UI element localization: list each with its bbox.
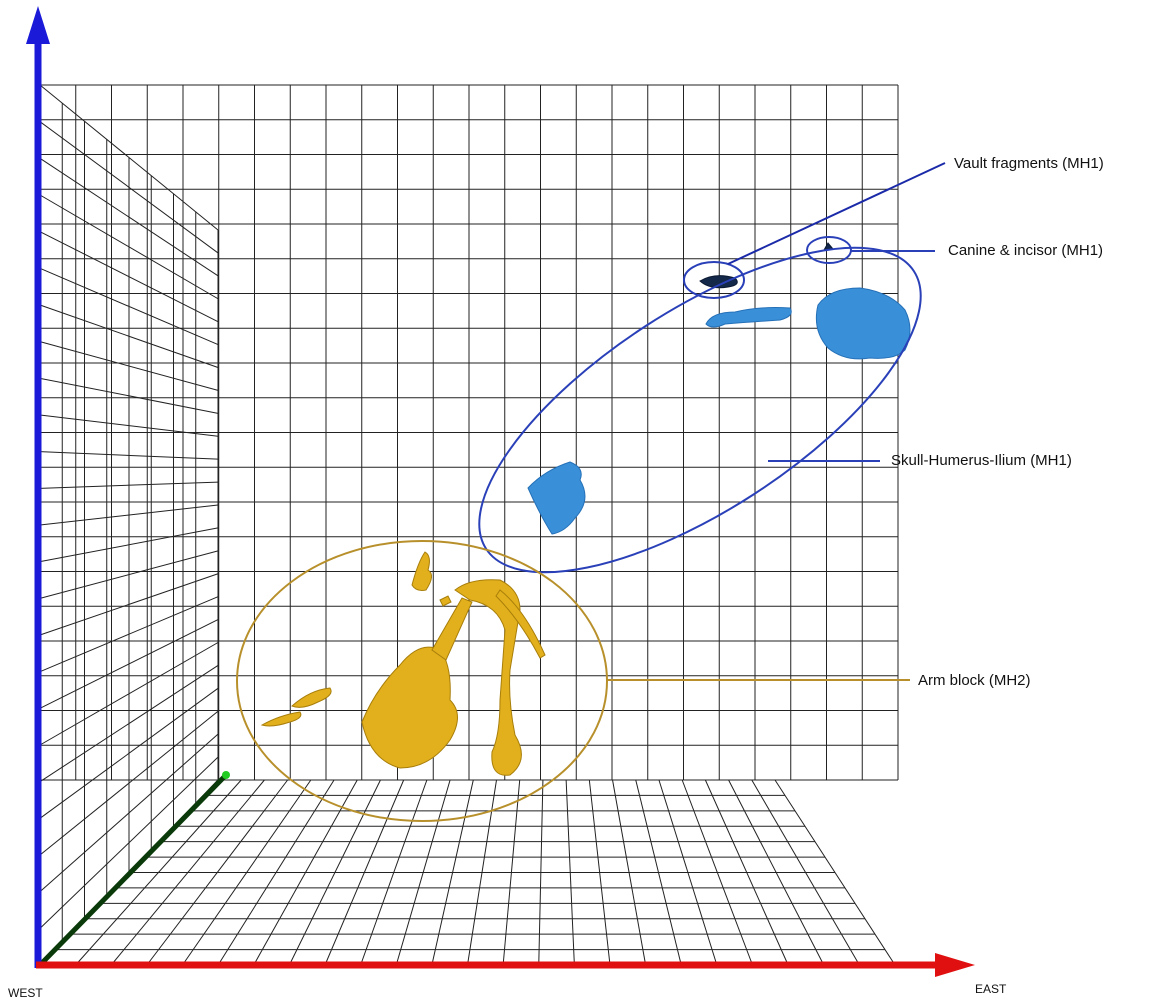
grid-line bbox=[612, 779, 647, 966]
grid-line bbox=[658, 779, 718, 966]
grid-line bbox=[39, 733, 219, 893]
grid-line bbox=[110, 779, 265, 966]
grid-line bbox=[39, 596, 219, 673]
grid-line bbox=[39, 231, 219, 323]
grid-line bbox=[39, 341, 219, 391]
grid-line bbox=[39, 573, 219, 636]
grid-line bbox=[39, 84, 219, 231]
grid-line bbox=[774, 779, 896, 966]
grid-line bbox=[75, 779, 242, 966]
grid-line bbox=[39, 377, 219, 414]
grid-line bbox=[39, 121, 219, 254]
grid-line bbox=[39, 414, 219, 437]
annotation-label: Arm block (MH2) bbox=[918, 672, 1031, 689]
grid-line bbox=[39, 687, 219, 819]
vertical-arrow bbox=[26, 6, 50, 44]
grid-line bbox=[635, 779, 682, 966]
grid-line bbox=[253, 779, 358, 966]
grid-line bbox=[39, 642, 219, 746]
grid-line bbox=[39, 481, 219, 489]
grid-line bbox=[502, 779, 521, 966]
grid-line bbox=[39, 451, 219, 460]
grid-line bbox=[39, 710, 219, 856]
callout-ellipse bbox=[478, 246, 922, 574]
grid-line bbox=[565, 779, 575, 966]
grid-line bbox=[39, 194, 219, 300]
grid-line bbox=[39, 304, 219, 368]
mh2-bones bbox=[260, 551, 546, 776]
east-arrow bbox=[935, 953, 975, 977]
grid-line bbox=[288, 779, 381, 966]
grid-line bbox=[39, 504, 219, 526]
grid-line bbox=[217, 779, 335, 966]
grid-line bbox=[728, 779, 825, 966]
grid-line bbox=[39, 267, 219, 346]
grid-line bbox=[39, 664, 219, 783]
grid-line bbox=[431, 779, 474, 966]
grid-line bbox=[681, 779, 753, 966]
grid-line bbox=[182, 779, 312, 966]
grid-line bbox=[39, 157, 219, 277]
grid-line bbox=[39, 619, 219, 709]
grid-line bbox=[395, 779, 451, 966]
grid-line bbox=[588, 779, 611, 966]
grid-line bbox=[538, 779, 544, 966]
axis-label: WEST bbox=[8, 986, 43, 1000]
mh1-bones bbox=[527, 242, 911, 535]
grid-line bbox=[39, 756, 219, 929]
grid-line bbox=[39, 550, 219, 599]
leader-line bbox=[727, 162, 946, 265]
callouts bbox=[236, 162, 946, 822]
north-axis bbox=[38, 773, 228, 967]
grid-line bbox=[39, 527, 219, 563]
axis-end bbox=[222, 771, 230, 779]
annotation-label: Vault fragments (MH1) bbox=[954, 155, 1104, 172]
annotation-label: Skull-Humerus-Ilium (MH1) bbox=[891, 452, 1072, 469]
callout-ellipse bbox=[683, 261, 745, 299]
grid-line bbox=[360, 779, 428, 966]
grid-line bbox=[704, 779, 789, 966]
grid-line bbox=[324, 779, 405, 966]
grid-line bbox=[146, 779, 289, 966]
annotation-label: Canine & incisor (MH1) bbox=[948, 242, 1103, 259]
grid-line bbox=[751, 779, 860, 966]
axis-label: EAST bbox=[975, 982, 1007, 996]
